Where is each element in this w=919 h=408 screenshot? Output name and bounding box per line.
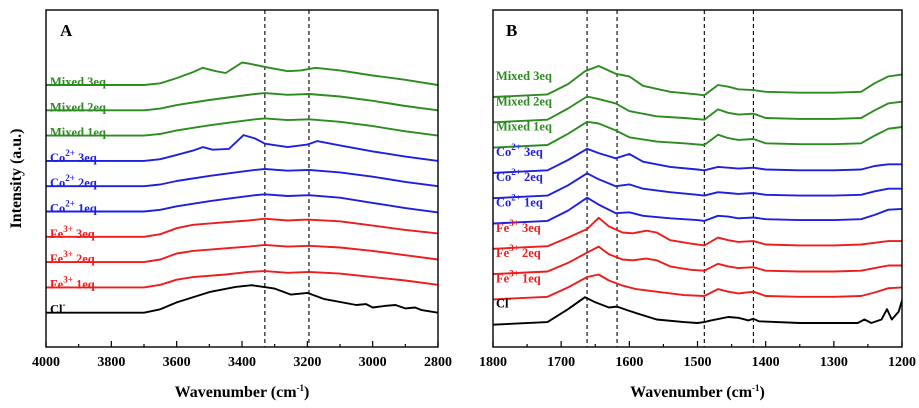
x-tick-label: 1800 <box>479 355 507 370</box>
x-tick-label: 3000 <box>359 355 387 370</box>
trace-label: Mixed 3eq <box>50 75 106 89</box>
trace-label: Co2+ 3eq <box>496 142 543 159</box>
spectrum-trace-3 <box>493 120 902 149</box>
x-tick-label: 1300 <box>820 355 848 370</box>
x-tick-label: 3600 <box>163 355 191 370</box>
trace-label: Mixed 2eq <box>496 94 552 108</box>
trace-label: Mixed 2eq <box>50 100 106 114</box>
trace-label: Cl- <box>50 300 66 317</box>
spectrum-trace-3 <box>46 117 438 137</box>
spectrum-trace-4 <box>493 147 902 174</box>
trace-label: Co2+ 3eq <box>50 148 97 165</box>
spectrum-trace-6 <box>493 196 902 225</box>
trace-label: Fe3+ 2eq <box>50 249 95 266</box>
trace-label: Mixed 1eq <box>496 120 552 134</box>
panel-letter: B <box>506 21 517 40</box>
spectrum-trace-1 <box>493 65 902 98</box>
spectrum-trace-10 <box>46 284 438 314</box>
x-axis-title: Wavenumber (cm-1) <box>630 383 765 401</box>
x-tick-label: 3400 <box>228 355 256 370</box>
x-tick-label: 1700 <box>547 355 575 370</box>
x-tick-label: 2800 <box>424 355 452 370</box>
trace-label: Fe3+ 3eq <box>496 218 541 235</box>
spectrum-trace-8 <box>493 245 902 276</box>
spectrum-trace-5 <box>493 172 902 200</box>
x-tick-label: 1400 <box>752 355 780 370</box>
trace-label: Mixed 1eq <box>50 126 106 140</box>
trace-label: Co2+ 2eq <box>496 167 543 184</box>
trace-label: Fe3+ 2eq <box>496 243 541 260</box>
spectrum-trace-6 <box>46 193 438 214</box>
panel-a: 4000 3800 3600 3400 3200 3000 2800 A Wavenumber … <box>8 9 452 401</box>
spectrum-trace-9 <box>493 273 902 301</box>
spectrum-trace-7 <box>46 217 438 238</box>
spectrum-trace-5 <box>46 168 438 188</box>
trace-label: Co2+ 1eq <box>496 193 543 210</box>
trace-label: Fe3+ 1eq <box>496 268 541 285</box>
trace-label: Co2+ 2eq <box>50 173 97 190</box>
x-tick-label: 3800 <box>97 355 125 370</box>
trace-label: Fe3+ 3eq <box>50 224 95 241</box>
spectrum-trace-9 <box>46 270 438 289</box>
y-axis-title: Intensity (a.u.) <box>8 128 25 228</box>
spectrum-trace-1 <box>46 61 438 86</box>
trace-label: Fe3+ 1eq <box>50 274 95 291</box>
panel-letter: A <box>60 21 73 40</box>
trace-label: Cl- <box>496 294 512 311</box>
x-tick-label: 3200 <box>293 355 321 370</box>
spectrum-trace-8 <box>46 243 438 264</box>
spectrum-trace-7 <box>493 216 902 250</box>
trace-label: Co2+ 1eq <box>50 199 97 216</box>
spectrum-trace-10 <box>493 296 902 326</box>
spectrum-trace-2 <box>493 95 902 124</box>
spectrum-trace-4 <box>46 134 438 162</box>
trace-label: Mixed 3eq <box>496 69 552 83</box>
x-tick-label: 1500 <box>684 355 712 370</box>
panel-b: 1800 1700 1600 1500 1400 1300 1200 B Wavenumber … <box>479 9 916 401</box>
x-tick-label: 1200 <box>888 355 916 370</box>
spectrum-trace-2 <box>46 92 438 112</box>
x-axis-title: Wavenumber (cm-1) <box>175 383 310 401</box>
x-tick-label: 1600 <box>615 355 643 370</box>
x-tick-label: 4000 <box>32 355 60 370</box>
